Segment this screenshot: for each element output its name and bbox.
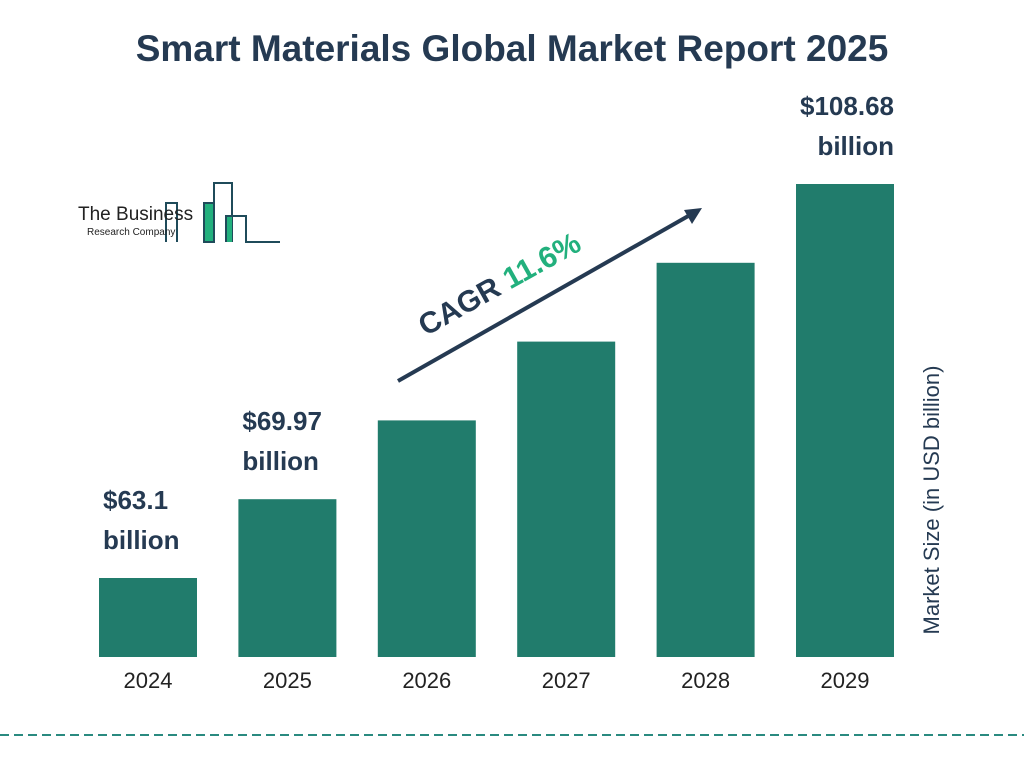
bar-2024 bbox=[99, 578, 197, 657]
data-label-unit: billion bbox=[817, 131, 894, 161]
data-label: $69.97 billion bbox=[242, 401, 322, 481]
bar-2026 bbox=[377, 420, 476, 657]
logo-subtext: Research Company bbox=[87, 227, 176, 238]
x-tick-label: 2027 bbox=[542, 668, 591, 693]
x-tick-label: 2025 bbox=[263, 668, 312, 693]
bar-2029 bbox=[796, 184, 894, 657]
data-label-unit: billion bbox=[103, 525, 180, 555]
x-tick-label: 2026 bbox=[402, 668, 451, 693]
logo-text: The Business bbox=[78, 204, 194, 225]
logo-buildings-icon bbox=[165, 182, 280, 243]
bar-2025 bbox=[238, 499, 337, 657]
data-label-value: $69.97 bbox=[242, 406, 322, 437]
x-tick-label: 2029 bbox=[821, 668, 870, 693]
data-label: $63.1 billion bbox=[103, 480, 180, 560]
x-tick-label: 2028 bbox=[681, 668, 730, 693]
data-label-value: $108.68 bbox=[800, 91, 894, 121]
data-label-value: $63.1 bbox=[103, 485, 169, 515]
bar-2028 bbox=[656, 262, 755, 657]
x-tick-label: 2024 bbox=[124, 668, 173, 693]
company-logo: The Business Research Company bbox=[78, 180, 288, 250]
chart-title: Smart Materials Global Market Report 202… bbox=[135, 28, 889, 69]
bar-2027 bbox=[517, 341, 616, 657]
cagr-arrow-line bbox=[397, 213, 691, 383]
cagr-arrow-head bbox=[684, 208, 702, 224]
data-label-unit: billion bbox=[242, 446, 319, 477]
data-label: $108.68 billion bbox=[800, 86, 894, 166]
y-axis-label: Market Size (in USD billion) bbox=[919, 365, 944, 635]
